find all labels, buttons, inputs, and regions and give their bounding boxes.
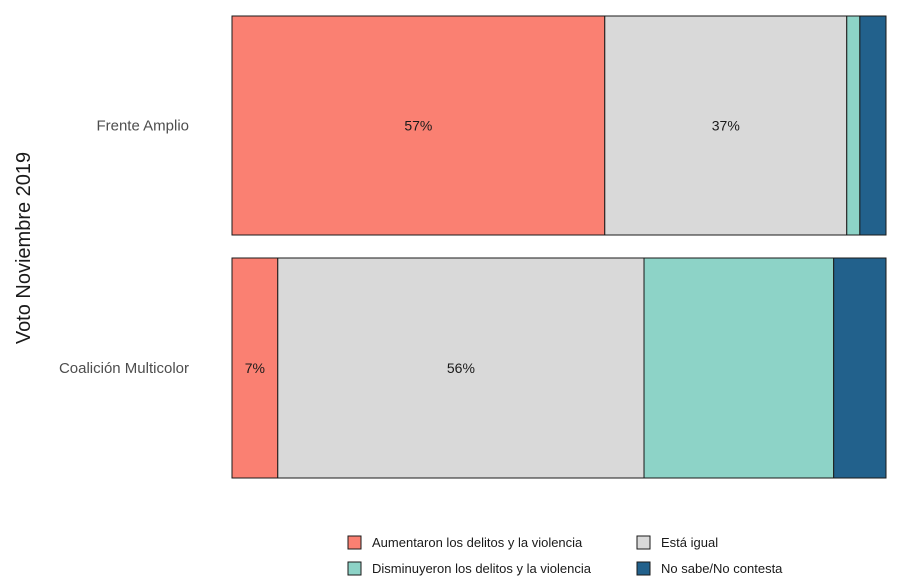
legend-label-no-sabe-no-contesta: No sabe/No contesta — [661, 561, 783, 576]
data-label-coalicion-multicolor-esta-igual: 56% — [447, 360, 475, 376]
legend: Aumentaron los delitos y la violencia Est… — [347, 535, 783, 576]
bar-frente-amplio-no-sabe-no-contesta — [859, 15, 887, 236]
legend-label-disminuyeron-los-delitos-y-la-violencia: Disminuyeron los delitos y la violencia — [372, 561, 592, 576]
bar-coalicion-multicolor-esta-igual — [277, 257, 645, 479]
data-label-coalicion-multicolor-aumentaron-los-delitos-y-la-violencia: 7% — [245, 360, 265, 376]
data-label-frente-amplio-aumentaron-los-delitos-y-la-violencia: 57% — [404, 118, 432, 134]
legend-swatch-aumentaron-los-delitos-y-la-violencia — [347, 535, 362, 550]
bar-coalicion-multicolor-aumentaron-los-delitos-y-la-violencia — [231, 257, 279, 479]
category-label-frente-amplio: Frente Amplio — [96, 118, 189, 135]
bar-coalicion-multicolor-disminuyeron-los-delitos-y-la-violencia — [643, 257, 835, 479]
y-axis-title: Voto Noviembre 2019 — [13, 152, 35, 344]
legend-swatch-esta-igual — [636, 535, 651, 550]
legend-swatch-disminuyeron-los-delitos-y-la-violencia — [347, 561, 362, 576]
data-label-frente-amplio-esta-igual: 37% — [712, 118, 740, 134]
bar-frente-amplio-disminuyeron-los-delitos-y-la-violencia — [846, 15, 861, 236]
bar-coalicion-multicolor-no-sabe-no-contesta — [833, 257, 887, 479]
bars-group: Frente Amplio 57% 37% Coalición Multicolor 7… — [59, 15, 887, 479]
legend-swatch-no-sabe-no-contesta — [636, 561, 651, 576]
legend-label-aumentaron-los-delitos-y-la-violencia: Aumentaron los delitos y la violencia — [372, 535, 583, 550]
bar-frente-amplio-esta-igual — [604, 15, 848, 236]
bar-frente-amplio-aumentaron-los-delitos-y-la-violencia — [231, 15, 606, 236]
category-label-coalicion-multicolor: Coalición Multicolor — [59, 360, 189, 377]
legend-label-esta-igual: Está igual — [661, 535, 718, 550]
